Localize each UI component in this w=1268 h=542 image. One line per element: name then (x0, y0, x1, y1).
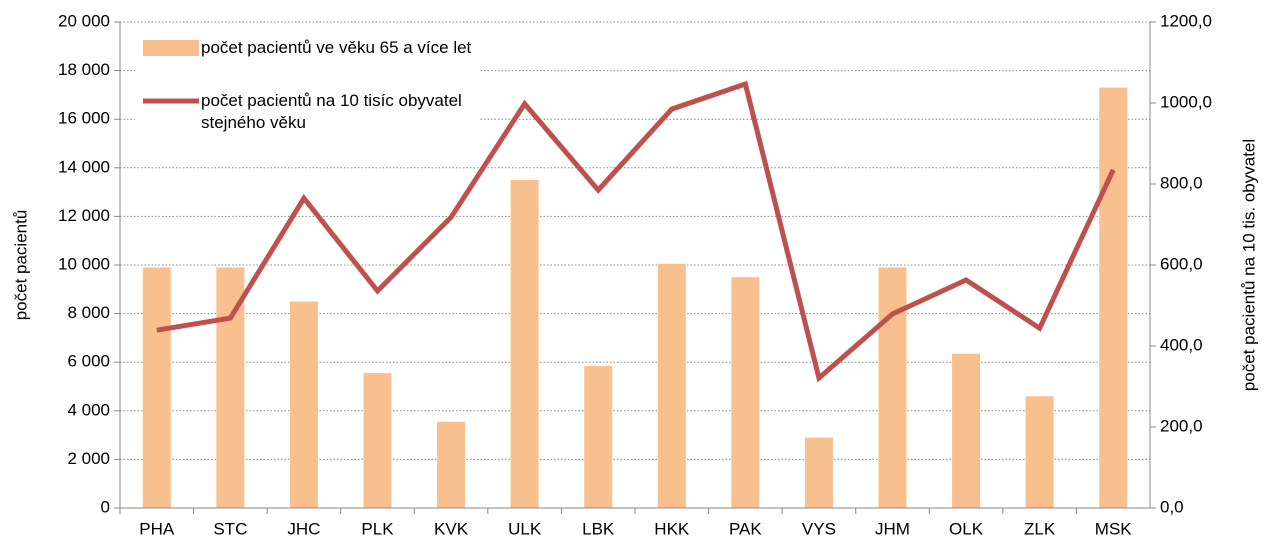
bar (878, 267, 907, 508)
bar (363, 373, 392, 508)
y-tick-label: 6 000 (67, 352, 110, 371)
legend-swatch (143, 40, 199, 56)
bar (510, 179, 539, 508)
bar (804, 437, 833, 508)
legend-label: počet pacientů na 10 tisíc obyvatel stej… (201, 91, 462, 132)
bar (289, 301, 318, 508)
y-tick-label: 10 000 (58, 254, 110, 273)
y2-axis-label: počet pacientů na 10 tis. obyvatel (1239, 139, 1258, 391)
y-axis-label: počet pacientů (11, 210, 30, 321)
bar (1025, 396, 1054, 508)
x-tick-label: LBK (582, 519, 615, 538)
y-tick-label: 14 000 (58, 157, 110, 176)
bar (1099, 87, 1128, 509)
x-tick-label: STC (213, 519, 247, 538)
y-tick-label: 18 000 (58, 60, 110, 79)
x-tick-label: VYS (802, 519, 836, 538)
line (156, 80, 1116, 383)
y2-tick-label: 200,0 (1160, 416, 1203, 435)
bar (952, 353, 981, 508)
bar (142, 267, 171, 508)
x-tick-label: PAK (729, 519, 762, 538)
x-tick-label: MSK (1095, 519, 1133, 538)
x-tick-label: KVK (434, 519, 469, 538)
x-tick-label: JHM (875, 519, 910, 538)
x-tick-label: PHA (139, 519, 175, 538)
y-tick-label: 12 000 (58, 206, 110, 225)
y-tick-label: 16 000 (58, 109, 110, 128)
y-tick-label: 2 000 (67, 449, 110, 468)
x-tick-label: OLK (949, 519, 984, 538)
bar (657, 263, 686, 508)
y2-tick-label: 800,0 (1160, 173, 1203, 192)
y2-tick-label: 400,0 (1160, 335, 1203, 354)
y2-tick-label: 1200,0 (1160, 11, 1212, 30)
y-tick-label: 20 000 (58, 11, 110, 30)
y2-tick-label: 1000,0 (1160, 92, 1212, 111)
y-tick-label: 0 (101, 497, 110, 516)
x-tick-label: JHC (287, 519, 320, 538)
y-tick-label: 8 000 (67, 303, 110, 322)
x-tick-label: PLK (361, 519, 394, 538)
bar (584, 365, 613, 508)
x-tick-label: ZLK (1024, 519, 1056, 538)
bar (731, 277, 760, 508)
bar (437, 421, 466, 508)
y2-tick-label: 0,0 (1160, 497, 1184, 516)
legend-label: počet pacientů ve věku 65 a více let (201, 38, 472, 57)
x-tick-label: ULK (508, 519, 542, 538)
y2-tick-label: 600,0 (1160, 254, 1203, 273)
x-tick-label: HKK (654, 519, 690, 538)
y-tick-label: 4 000 (67, 400, 110, 419)
